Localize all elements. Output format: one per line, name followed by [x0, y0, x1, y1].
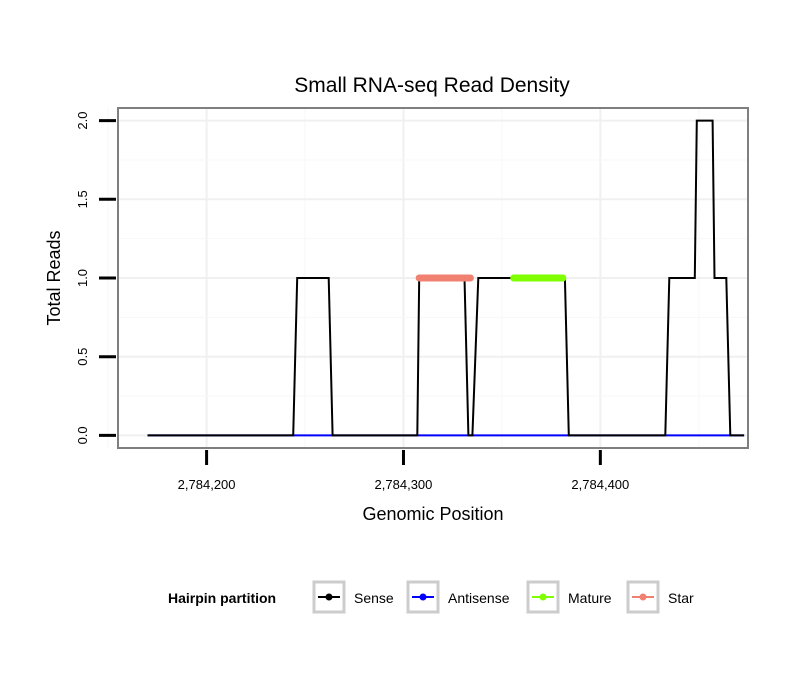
- y-tick-label: 0.0: [75, 426, 90, 444]
- legend: Hairpin partition Sense Antisense Mature St…: [168, 580, 694, 614]
- chart-title: Small RNA-seq Read Density: [294, 74, 570, 97]
- x-tick-label: 2,784,300: [375, 477, 433, 492]
- x-axis: 2,784,200 2,784,300 2,784,400: [178, 450, 629, 492]
- legend-label-antisense: Antisense: [448, 590, 510, 606]
- y-axis: 0.0 0.5 1.0 1.5 2.0: [75, 112, 116, 444]
- legend-key-point-sense: [325, 593, 333, 601]
- legend-key-point-mature: [539, 593, 547, 601]
- y-tick-label: 1.5: [75, 190, 90, 208]
- legend-label-star: Star: [668, 590, 694, 606]
- legend-key-point-antisense: [419, 593, 427, 601]
- x-axis-title: Genomic Position: [362, 504, 503, 524]
- legend-label-mature: Mature: [568, 590, 612, 606]
- y-tick-label: 1.0: [75, 269, 90, 287]
- y-tick-label: 0.5: [75, 348, 90, 366]
- series-layer: [147, 119, 745, 437]
- legend-label-sense: Sense: [354, 590, 394, 606]
- y-axis-title: Total Reads: [44, 230, 64, 325]
- legend-key-point-star: [639, 593, 647, 601]
- plot-panel-border: [117, 107, 749, 449]
- x-tick-label: 2,784,200: [178, 477, 236, 492]
- x-tick-label: 2,784,400: [571, 477, 629, 492]
- y-tick-label: 2.0: [75, 112, 90, 130]
- legend-title: Hairpin partition: [168, 590, 276, 606]
